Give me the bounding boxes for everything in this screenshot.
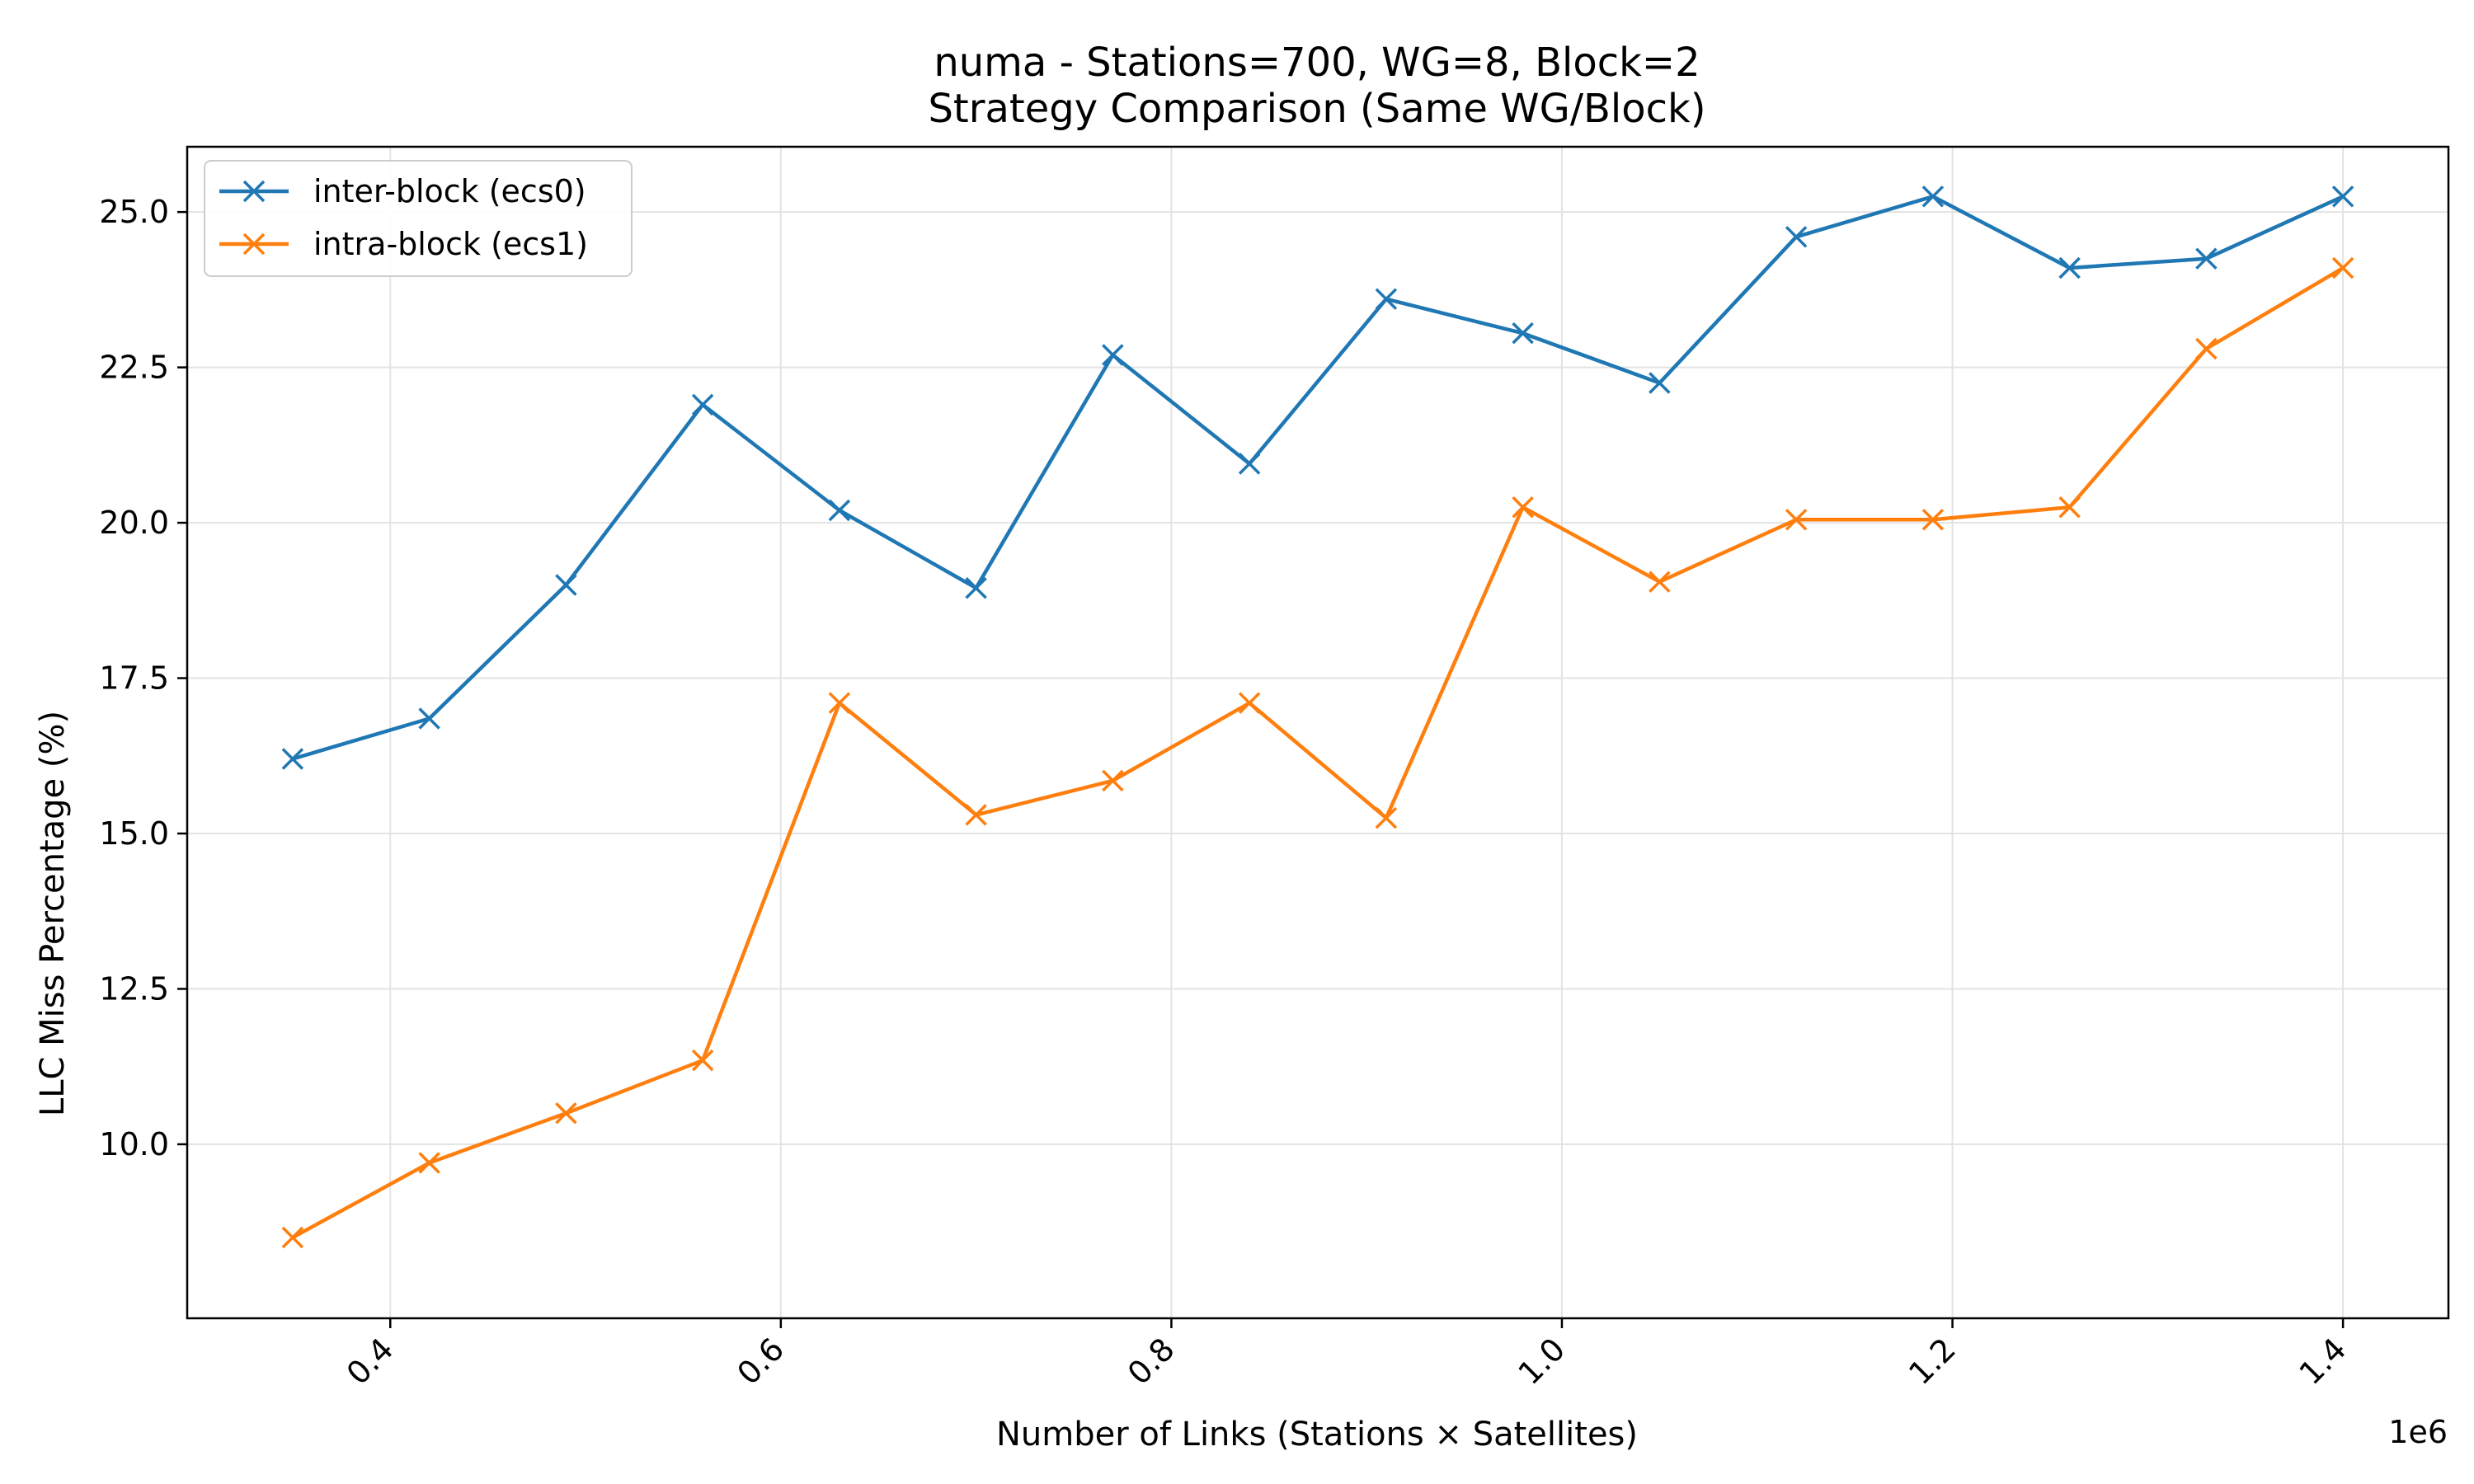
- data-point-marker: [828, 499, 851, 522]
- data-point-marker: [1921, 509, 1945, 531]
- data-point-marker: [965, 576, 987, 599]
- data-point-marker: [418, 1152, 440, 1174]
- data-point-marker: [555, 574, 577, 596]
- legend: inter-block (ecs0) intra-block (ecs1): [204, 160, 633, 277]
- data-point-marker: [418, 707, 440, 730]
- data-point-marker: [2331, 256, 2354, 279]
- legend-label-inter-block: inter-block (ecs0): [313, 173, 586, 209]
- data-point-marker: [2195, 247, 2218, 270]
- chart-title-line-1: numa - Stations=700, WG=8, Block=2: [934, 40, 1700, 86]
- legend-box: [204, 160, 633, 277]
- x-axis-label: Number of Links (Stations × Satellites): [996, 1416, 1638, 1453]
- data-point-marker: [1921, 186, 1945, 208]
- data-point-marker: [1102, 344, 1124, 366]
- data-point-marker: [1512, 495, 1534, 519]
- legend-label-intra-block: intra-block (ecs1): [313, 226, 588, 262]
- data-point-marker: [2195, 337, 2218, 360]
- y-axis-ticks: 10.0 12.5 15.0 17.5 20.0 22.5 25.0: [99, 194, 187, 1162]
- legend-marker-inter-block: [242, 180, 266, 203]
- data-point-marker: [691, 1049, 714, 1072]
- data-point-marker: [2058, 256, 2081, 279]
- y-tick-label: 10.0: [99, 1126, 169, 1162]
- data-point-marker: [1238, 453, 1261, 475]
- data-point-marker: [828, 692, 851, 714]
- x-axis-offset-label: 1e6: [2388, 1414, 2448, 1450]
- y-tick-label: 15.0: [99, 815, 169, 852]
- data-point-marker: [1102, 769, 1124, 792]
- plot-series: [281, 186, 2354, 1249]
- data-point-marker: [281, 1226, 304, 1249]
- series-line: [292, 195, 2345, 761]
- data-point-marker: [1785, 226, 1808, 248]
- data-point-marker: [281, 748, 304, 770]
- y-tick-label: 12.5: [99, 970, 169, 1007]
- plot-area-frame: [186, 145, 2450, 1320]
- series-inter-block: [281, 186, 2354, 770]
- data-point-marker: [965, 804, 987, 826]
- y-tick-label: 25.0: [99, 194, 169, 230]
- data-point-marker: [1649, 372, 1671, 394]
- data-point-marker: [1375, 806, 1398, 829]
- data-point-marker: [1512, 322, 1534, 345]
- data-point-marker: [1238, 692, 1261, 714]
- series-line: [291, 266, 2345, 1239]
- data-point-marker: [2058, 495, 2081, 519]
- y-tick-label: 22.5: [99, 350, 169, 386]
- series-intra-block: [281, 256, 2354, 1249]
- grid-lines: [187, 147, 2448, 1318]
- y-tick-label: 20.0: [99, 505, 169, 541]
- data-point-marker: [555, 1101, 577, 1125]
- y-axis-label: LLC Miss Percentage (%): [34, 711, 72, 1116]
- data-point-marker: [1785, 509, 1808, 531]
- legend-marker-intra-block: [242, 232, 266, 256]
- y-tick-label: 17.5: [99, 660, 169, 697]
- data-point-marker: [1375, 288, 1398, 310]
- data-point-marker: [1649, 571, 1671, 593]
- chart-title-line-2: Strategy Comparison (Same WG/Block): [928, 86, 1705, 132]
- data-point-marker: [2331, 186, 2354, 208]
- data-point-marker: [691, 393, 714, 416]
